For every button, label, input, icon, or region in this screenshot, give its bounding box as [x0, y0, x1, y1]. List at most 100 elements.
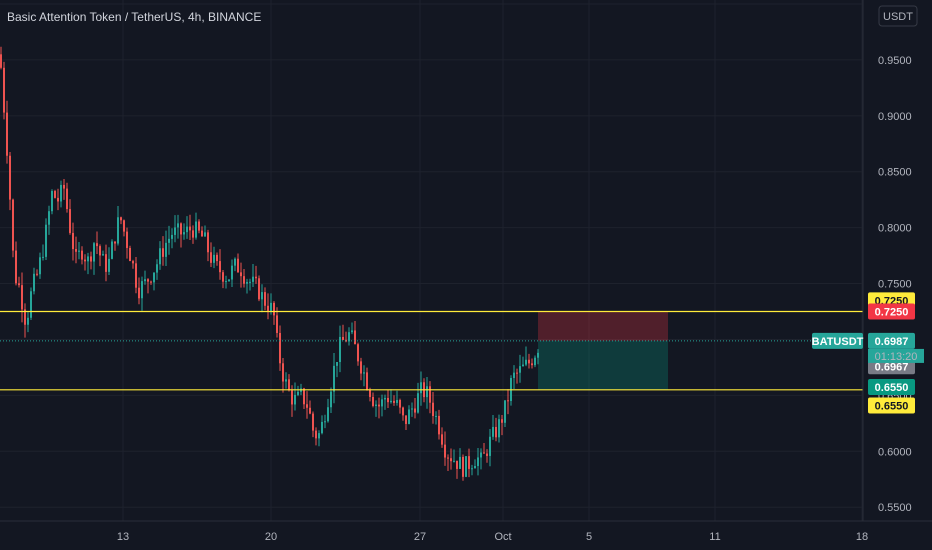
candle-down [507, 400, 509, 402]
candle-down [162, 248, 164, 257]
candle-up [213, 254, 215, 263]
grid [0, 0, 863, 521]
candle-up [519, 366, 521, 373]
candle-down [201, 230, 203, 237]
currency-label: USDT [883, 11, 913, 23]
candle-down [180, 223, 182, 235]
candle-up [33, 273, 35, 292]
candle-down [495, 426, 497, 438]
y-tick-label: 0.8000 [878, 223, 912, 235]
candle-down [105, 254, 107, 272]
axis-price-tag [868, 397, 915, 414]
candle-down [6, 112, 8, 156]
candle-down [342, 336, 344, 340]
candle-down [291, 390, 293, 405]
candle-up [465, 456, 467, 477]
candle-up [363, 372, 365, 374]
candle-up [459, 456, 461, 469]
candle-up [390, 400, 392, 403]
candle-up [270, 302, 272, 311]
candle-up [204, 232, 206, 237]
candle-up [117, 217, 119, 244]
price-lines [0, 310, 863, 391]
candle-up [51, 191, 53, 212]
x-tick-label: 27 [414, 531, 426, 543]
candle-down [456, 460, 458, 469]
candle-down [81, 250, 83, 260]
candle-up [477, 457, 479, 467]
candle-down [84, 259, 86, 262]
candle-up [294, 394, 296, 405]
candle-up [426, 386, 428, 398]
candle-up [492, 426, 494, 437]
candle-up [246, 282, 248, 284]
candle-up [234, 258, 236, 266]
y-tick-label: 0.9500 [878, 55, 912, 67]
candle-down [96, 243, 98, 247]
candle-down [438, 415, 440, 435]
candle-down [12, 199, 14, 251]
candle-down [138, 287, 140, 299]
candle-down [0, 54, 2, 68]
candle-up [348, 332, 350, 342]
axis-price-tag-text: 0.6550 [875, 400, 909, 412]
candle-down [222, 272, 224, 282]
candle-down [354, 330, 356, 345]
candle-up [534, 357, 536, 366]
stop-loss-zone [538, 311, 668, 341]
candle-up [249, 281, 251, 283]
candle-up [153, 272, 155, 283]
candle-down [441, 434, 443, 445]
candle-up [60, 184, 62, 202]
candle-up [228, 279, 230, 282]
candle-up [435, 415, 437, 417]
currency-box[interactable] [878, 5, 918, 27]
candle-up [384, 397, 386, 400]
x-tick-label: 20 [265, 531, 277, 543]
candle-up [177, 223, 179, 228]
candle-down [306, 404, 308, 408]
candle-up [522, 364, 524, 367]
candle-up [174, 227, 176, 235]
candle-down [120, 217, 122, 221]
candle-up [318, 433, 320, 439]
candle-down [147, 279, 149, 282]
x-tick-label: 18 [856, 531, 868, 543]
candle-down [3, 67, 5, 113]
countdown-tag [868, 348, 924, 363]
candle-down [21, 285, 23, 310]
candle-up [30, 291, 32, 318]
axis-price-tag [868, 332, 915, 349]
candle-up [327, 407, 329, 422]
candle-up [339, 336, 341, 363]
candles [0, 46, 539, 481]
candle-up [321, 421, 323, 434]
candle-down [378, 404, 380, 407]
candle-down [405, 415, 407, 424]
candle-up [45, 224, 47, 257]
candle-up [183, 232, 185, 235]
candle-down [402, 407, 404, 416]
y-tick-label: 0.8500 [878, 167, 912, 179]
candle-down [24, 309, 26, 325]
candle-down [357, 344, 359, 362]
candle-up [159, 248, 161, 265]
y-tick-label: 0.7500 [878, 279, 912, 291]
candle-down [99, 246, 101, 256]
y-tick-label: 0.5500 [878, 502, 912, 514]
candle-down [282, 363, 284, 382]
candle-down [123, 220, 125, 232]
candle-up [48, 211, 50, 225]
candle-up [396, 399, 398, 403]
candle-up [336, 362, 338, 366]
x-tick-label: 13 [117, 531, 129, 543]
axis-price-tag-text: 0.7250 [875, 307, 909, 319]
candle-up [42, 256, 44, 258]
candle-up [27, 317, 29, 325]
candle-up [165, 242, 167, 257]
candle-up [453, 460, 455, 462]
candle-up [141, 281, 143, 299]
take-profit-zone [538, 340, 668, 390]
